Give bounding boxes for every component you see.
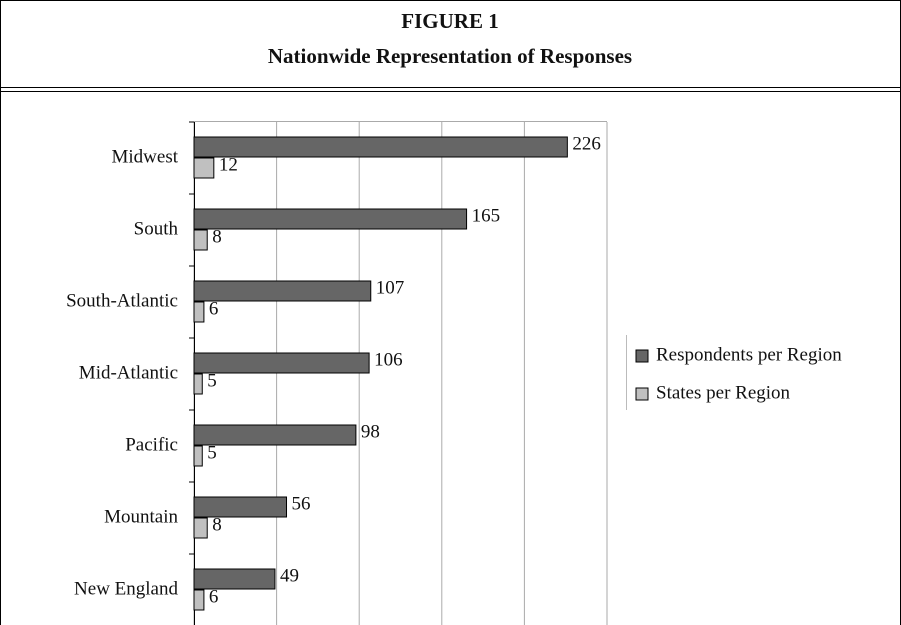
value-label: 107 <box>376 277 405 298</box>
legend-swatch <box>635 349 649 363</box>
value-label: 226 <box>572 133 601 154</box>
value-label: 98 <box>361 421 380 442</box>
y-tick-label: South <box>134 218 179 239</box>
bar <box>193 136 568 158</box>
bar <box>193 496 288 518</box>
bar <box>193 424 357 446</box>
value-label: 49 <box>280 565 299 586</box>
y-tick-label: Mountain <box>104 506 178 527</box>
value-label: 106 <box>374 349 403 370</box>
bar <box>193 568 276 590</box>
bar <box>193 157 215 179</box>
value-label: 6 <box>209 298 219 319</box>
bar <box>193 352 370 374</box>
value-label: 8 <box>212 514 222 535</box>
y-tick-label: Midwest <box>112 146 179 167</box>
y-tick-label: South-Atlantic <box>66 290 178 311</box>
value-label: 5 <box>207 442 217 463</box>
bar <box>193 373 203 395</box>
value-label: 56 <box>292 493 311 514</box>
bar <box>193 280 372 302</box>
bar <box>193 208 468 230</box>
chart-title: FIGURE 1 <box>401 9 498 33</box>
legend-swatch <box>635 387 649 401</box>
value-label: 12 <box>219 154 238 175</box>
bar <box>193 445 203 467</box>
legend-label: Respondents per Region <box>656 344 842 365</box>
y-tick-label: New England <box>74 578 178 599</box>
y-tick-label: Mid-Atlantic <box>79 362 178 383</box>
bar <box>193 301 205 323</box>
legend-label: States per Region <box>656 382 791 403</box>
value-label: 8 <box>212 226 222 247</box>
chart-subtitle: Nationwide Representation of Responses <box>268 44 632 68</box>
y-tick-label: Pacific <box>125 434 178 455</box>
bar <box>193 229 208 251</box>
value-label: 6 <box>209 586 219 607</box>
value-label: 5 <box>207 370 217 391</box>
value-label: 165 <box>472 205 501 226</box>
bar <box>193 589 205 611</box>
bar <box>193 517 208 539</box>
